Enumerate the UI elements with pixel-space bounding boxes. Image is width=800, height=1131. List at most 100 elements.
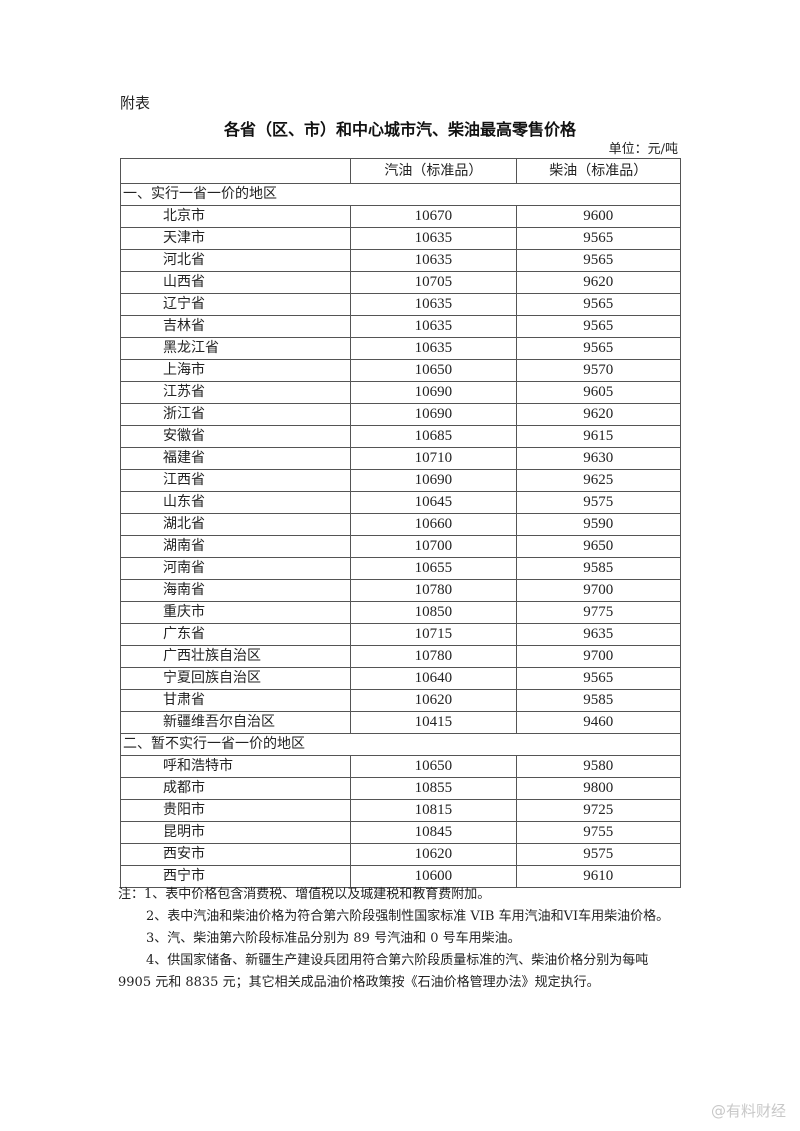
gasoline-price-cell: 10690 <box>350 469 517 492</box>
table-row: 宁夏回族自治区 10640 9565 <box>119 667 682 690</box>
gasoline-price-cell: 10690 <box>350 381 517 404</box>
gasoline-price-cell: 10635 <box>350 249 517 272</box>
diesel-price-cell: 9700 <box>515 579 682 602</box>
diesel-price-cell: 9575 <box>515 843 682 866</box>
table-row: 北京市 10670 9600 <box>119 205 682 228</box>
gasoline-price-cell: 10660 <box>350 513 517 536</box>
diesel-price-cell: 9460 <box>515 711 682 734</box>
diesel-price-cell: 9570 <box>515 359 682 382</box>
price-table: 汽油（标准品） 柴油（标准品） 一、实行一省一价的地区 北京市 10670 9600 天… <box>119 158 682 888</box>
region-cell: 广东省 <box>119 623 352 646</box>
table-row: 河北省 10635 9565 <box>119 249 682 272</box>
header-cell <box>119 158 352 184</box>
table-row: 浙江省 10690 9620 <box>119 403 682 426</box>
table-row: 湖南省 10700 9650 <box>119 535 682 558</box>
region-cell: 广西壮族自治区 <box>119 645 352 668</box>
region-cell: 西安市 <box>119 843 352 866</box>
table-row: 广东省 10715 9635 <box>119 623 682 646</box>
gasoline-price-cell: 10635 <box>350 293 517 316</box>
table-row: 海南省 10780 9700 <box>119 579 682 602</box>
header-diesel: 柴油（标准品） <box>515 158 682 184</box>
region-cell: 辽宁省 <box>119 293 352 316</box>
diesel-price-cell: 9600 <box>515 205 682 228</box>
table-row: 呼和浩特市 10650 9580 <box>119 755 682 778</box>
gasoline-price-cell: 10855 <box>350 777 517 800</box>
header-gasoline: 汽油（标准品） <box>350 158 517 184</box>
diesel-price-cell: 9585 <box>515 557 682 580</box>
region-cell: 昆明市 <box>119 821 352 844</box>
diesel-price-cell: 9565 <box>515 337 682 360</box>
document-title: 各省（区、市）和中心城市汽、柴油最高零售价格 <box>223 120 576 139</box>
region-cell: 福建省 <box>119 447 352 470</box>
gasoline-price-cell: 10620 <box>350 689 517 712</box>
region-cell: 甘肃省 <box>119 689 352 712</box>
region-cell: 成都市 <box>119 777 352 800</box>
gasoline-price-cell: 10715 <box>350 623 517 646</box>
gasoline-price-cell: 10710 <box>350 447 517 470</box>
diesel-price-cell: 9775 <box>515 601 682 624</box>
diesel-price-cell: 9800 <box>515 777 682 800</box>
region-cell: 天津市 <box>119 227 352 250</box>
region-cell: 海南省 <box>119 579 352 602</box>
table-row: 广西壮族自治区 10780 9700 <box>119 645 682 668</box>
diesel-price-cell: 9565 <box>515 293 682 316</box>
gasoline-price-cell: 10635 <box>350 315 517 338</box>
gasoline-price-cell: 10415 <box>350 711 517 734</box>
gasoline-price-cell: 10850 <box>350 601 517 624</box>
section-label: 二、暂不实行一省一价的地区 <box>120 733 681 756</box>
region-cell: 吉林省 <box>119 315 352 338</box>
region-cell: 江苏省 <box>119 381 352 404</box>
diesel-price-cell: 9610 <box>515 865 682 888</box>
diesel-price-cell: 9755 <box>515 821 682 844</box>
table-row: 山西省 10705 9620 <box>119 271 682 294</box>
region-cell: 西宁市 <box>119 865 352 888</box>
region-cell: 河南省 <box>119 557 352 580</box>
diesel-price-cell: 9620 <box>515 403 682 426</box>
unit-label: 单位：元/吨 <box>608 142 678 157</box>
gasoline-price-cell: 10635 <box>350 337 517 360</box>
table-row: 重庆市 10850 9775 <box>119 601 682 624</box>
gasoline-price-cell: 10815 <box>350 799 517 822</box>
table-row: 安徽省 10685 9615 <box>119 425 682 448</box>
gasoline-price-cell: 10845 <box>350 821 517 844</box>
diesel-price-cell: 9615 <box>515 425 682 448</box>
table-row: 上海市 10650 9570 <box>119 359 682 382</box>
region-cell: 重庆市 <box>119 601 352 624</box>
region-cell: 江西省 <box>119 469 352 492</box>
diesel-price-cell: 9725 <box>515 799 682 822</box>
diesel-price-cell: 9620 <box>515 271 682 294</box>
diesel-price-cell: 9605 <box>515 381 682 404</box>
diesel-price-cell: 9630 <box>515 447 682 470</box>
region-cell: 河北省 <box>119 249 352 272</box>
note-3: 3、汽、柴油第六阶段标准品分别为 89 号汽油和 0 号车用柴油。 <box>146 931 521 946</box>
diesel-price-cell: 9565 <box>515 227 682 250</box>
gasoline-price-cell: 10690 <box>350 403 517 426</box>
region-cell: 黑龙江省 <box>119 337 352 360</box>
table-row: 成都市 10855 9800 <box>119 777 682 800</box>
gasoline-price-cell: 10635 <box>350 227 517 250</box>
table-row: 昆明市 10845 9755 <box>119 821 682 844</box>
note-2: 2、表中汽油和柴油价格为符合第六阶段强制性国家标准 VIB 车用汽油和VI车用柴… <box>146 909 670 924</box>
table-row: 河南省 10655 9585 <box>119 557 682 580</box>
watermark: @有料财经 <box>710 1102 786 1120</box>
region-cell: 上海市 <box>119 359 352 382</box>
diesel-price-cell: 9575 <box>515 491 682 514</box>
section-row: 二、暂不实行一省一价的地区 <box>120 733 681 756</box>
region-cell: 安徽省 <box>119 425 352 448</box>
region-cell: 山东省 <box>119 491 352 514</box>
diesel-price-cell: 9635 <box>515 623 682 646</box>
diesel-price-cell: 9565 <box>515 315 682 338</box>
gasoline-price-cell: 10700 <box>350 535 517 558</box>
table-row: 山东省 10645 9575 <box>119 491 682 514</box>
diesel-price-cell: 9700 <box>515 645 682 668</box>
section-label: 一、实行一省一价的地区 <box>120 183 681 206</box>
gasoline-price-cell: 10645 <box>350 491 517 514</box>
region-cell: 呼和浩特市 <box>119 755 352 778</box>
gasoline-price-cell: 10685 <box>350 425 517 448</box>
table-row: 贵阳市 10815 9725 <box>119 799 682 822</box>
table-row: 黑龙江省 10635 9565 <box>119 337 682 360</box>
diesel-price-cell: 9565 <box>515 249 682 272</box>
region-cell: 宁夏回族自治区 <box>119 667 352 690</box>
table-header: 汽油（标准品） 柴油（标准品） <box>119 158 682 184</box>
gasoline-price-cell: 10655 <box>350 557 517 580</box>
